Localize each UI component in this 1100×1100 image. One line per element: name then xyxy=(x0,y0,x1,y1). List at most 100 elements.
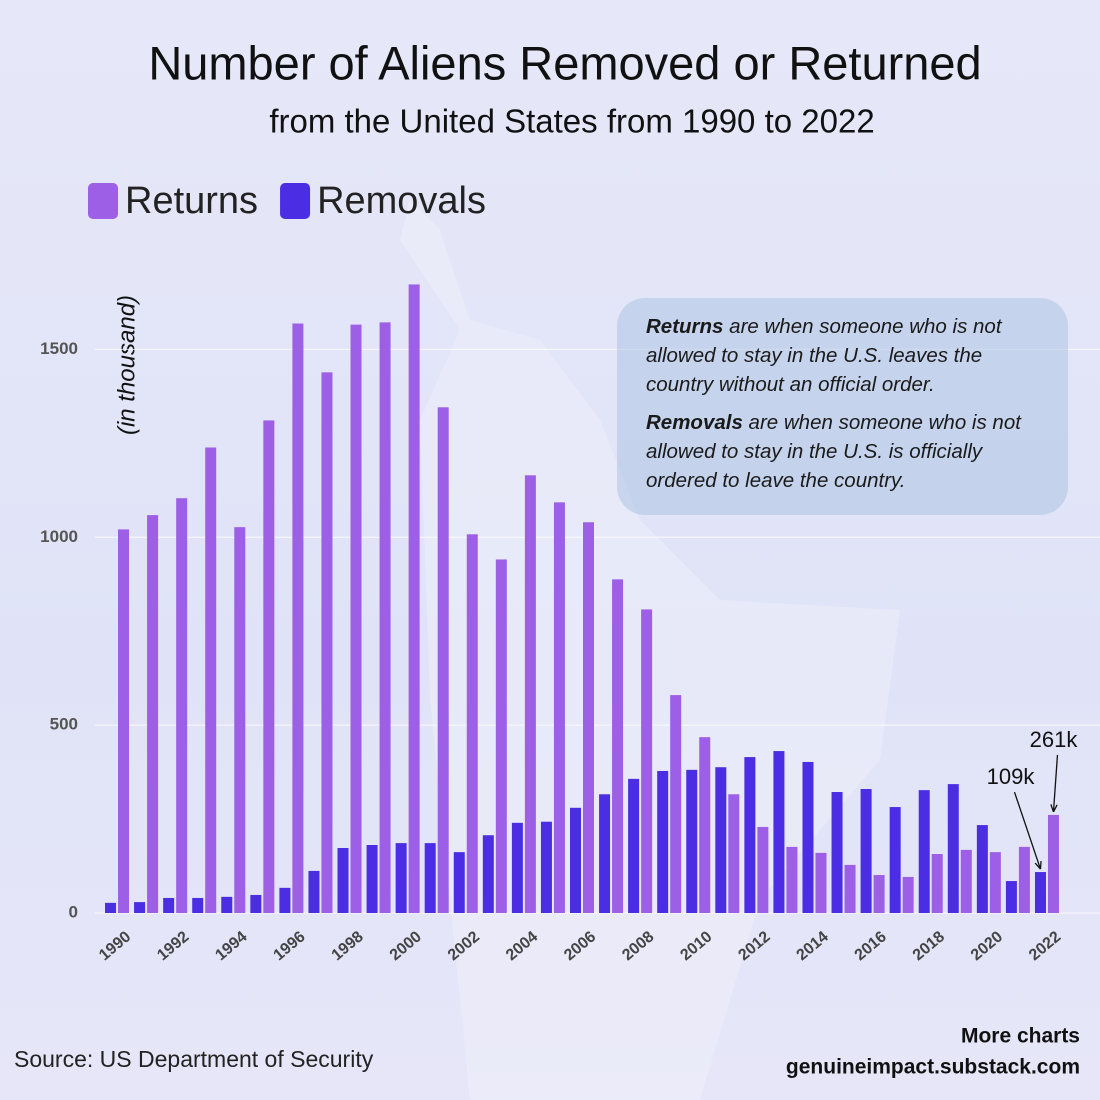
footer-url: genuineimpact.substack.com xyxy=(786,1056,1080,1079)
bar xyxy=(147,515,159,913)
annotation-arrow xyxy=(1013,791,1042,870)
bar xyxy=(1005,881,1017,913)
y-tick-label: 0 xyxy=(69,902,78,921)
source: Source: US Department of Security xyxy=(14,1046,374,1072)
legend-swatch xyxy=(280,183,311,219)
bar xyxy=(292,323,304,913)
info-term: Returns xyxy=(646,315,724,338)
bar xyxy=(437,407,449,913)
y-axis-label: (in thousand) xyxy=(113,295,140,435)
bar xyxy=(918,790,930,913)
bar xyxy=(860,789,872,913)
x-tick-label: 2000 xyxy=(387,928,425,964)
bar xyxy=(176,498,188,913)
bar xyxy=(553,502,565,913)
bar xyxy=(163,897,175,913)
info-removals: Removals are when someone who is not all… xyxy=(646,408,1048,495)
x-tick-label: 2014 xyxy=(794,928,832,964)
bar xyxy=(263,420,275,913)
info-returns: Returns are when someone who is not allo… xyxy=(646,312,1048,399)
bar xyxy=(657,770,669,913)
bar xyxy=(379,322,391,913)
x-tick-label: 1996 xyxy=(270,928,308,964)
bar xyxy=(641,609,653,913)
bar xyxy=(234,527,246,913)
info-text: are when someone who is not allowed to s… xyxy=(646,315,1002,396)
bar xyxy=(628,778,640,913)
annotation-arrow xyxy=(1052,754,1059,812)
bar xyxy=(802,761,814,913)
x-tick-label: 2022 xyxy=(1026,928,1064,964)
bar xyxy=(757,826,769,913)
bar xyxy=(395,843,407,913)
data-label: 109k xyxy=(987,764,1036,789)
bar xyxy=(540,821,552,913)
bar xyxy=(350,324,362,913)
bar xyxy=(205,447,217,913)
bar xyxy=(221,896,233,913)
bar xyxy=(947,784,959,913)
bar xyxy=(118,529,130,913)
bar xyxy=(744,757,756,913)
x-tick-label: 2018 xyxy=(910,928,948,964)
bar xyxy=(989,852,1001,913)
x-tick-label: 2016 xyxy=(852,928,890,964)
bar xyxy=(1018,846,1030,913)
legend-label: Returns xyxy=(125,180,258,222)
bar xyxy=(466,534,478,913)
info-box: Returns are when someone who is not allo… xyxy=(617,298,1068,515)
y-tick-label: 1500 xyxy=(40,339,78,358)
bar xyxy=(844,864,856,913)
data-label: 261k xyxy=(1030,727,1079,752)
bar xyxy=(482,835,494,913)
bar xyxy=(976,825,988,913)
bar xyxy=(728,794,740,913)
bar xyxy=(321,372,333,913)
info-text: are when someone who is not allowed to s… xyxy=(646,411,1021,492)
bar xyxy=(815,852,827,913)
footer-line: More charts xyxy=(961,1025,1080,1048)
bar xyxy=(570,807,581,913)
bar xyxy=(524,475,536,913)
x-tick-label: 1998 xyxy=(329,928,367,964)
bar xyxy=(599,794,611,913)
bar xyxy=(960,849,972,913)
bar xyxy=(495,559,507,913)
bar xyxy=(612,579,624,913)
bar xyxy=(337,848,349,913)
bar xyxy=(511,822,523,913)
bar xyxy=(279,887,291,913)
x-tick-label: 2020 xyxy=(968,928,1006,964)
bar xyxy=(786,846,798,913)
bar xyxy=(931,854,943,913)
bar xyxy=(715,767,727,913)
chart-subtitle: from the United States from 1990 to 2022 xyxy=(269,103,874,140)
bar xyxy=(308,870,320,913)
x-tick-label: 1994 xyxy=(212,928,250,964)
legend-swatch xyxy=(88,183,118,219)
arrow-head xyxy=(1034,861,1042,870)
bar xyxy=(453,852,465,913)
bar xyxy=(408,284,420,913)
bar xyxy=(773,751,785,913)
bar xyxy=(1047,814,1059,913)
y-tick-label: 1000 xyxy=(40,527,78,546)
bar xyxy=(902,876,914,913)
info-term: Removals xyxy=(646,411,743,434)
bar xyxy=(1034,872,1046,913)
bar xyxy=(192,897,204,913)
bar xyxy=(670,695,682,913)
chart-title: Number of Aliens Removed or Returned xyxy=(148,36,981,89)
bar xyxy=(873,875,885,913)
x-tick-label: 1990 xyxy=(96,928,134,964)
bar xyxy=(134,902,146,913)
arrow-head xyxy=(1050,804,1058,813)
bar xyxy=(583,522,594,913)
bar xyxy=(250,894,262,913)
bar xyxy=(889,807,901,913)
bar xyxy=(831,792,843,913)
legend-label: Removals xyxy=(317,180,486,222)
bar xyxy=(105,902,117,913)
